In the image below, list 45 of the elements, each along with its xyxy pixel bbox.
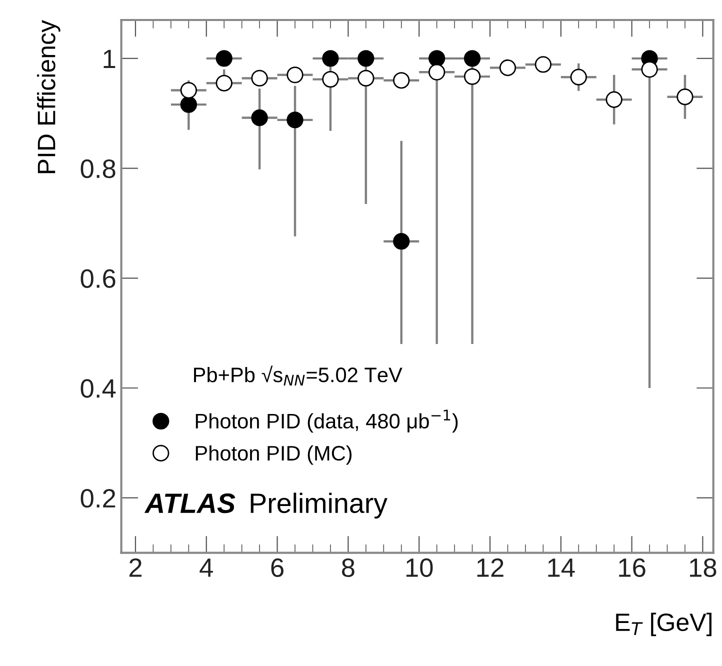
annotation: Pb+Pb √s$_{NN}$=5.02 TeV [194,366,402,386]
x-tick-label: 16 [619,558,646,578]
point [286,112,304,128]
point [216,50,232,67]
point [286,66,304,84]
point [393,72,410,89]
point [570,68,587,86]
point [216,74,232,92]
y-tick-label: 1 [104,50,116,68]
legend-label: Photon PID (data, 480 μb$^{−1}$) [196,410,458,433]
x-tick-label: 18 [690,558,716,578]
point [358,50,374,67]
x-axis-title: E$_{T}$ [GeV] [616,612,712,636]
annotation: ATLAS [144,493,236,514]
x-tick-label: 8 [342,558,354,578]
point [393,233,410,250]
x-tick-label: 4 [200,558,213,577]
y-tick-label: 0.2 [80,488,116,508]
point [676,88,694,106]
point [322,70,339,88]
point [428,64,446,80]
point [641,61,658,78]
x-tick-label: 2 [129,558,142,577]
x-tick-label: 10 [406,558,433,578]
point [464,50,481,67]
y-tick-label: 0.4 [80,379,116,398]
legend-label: Photon PID (MC) [196,445,352,465]
point [464,68,481,85]
x-tick-label: 6 [271,558,284,578]
y-axis-title: PID Efficiency [37,20,60,174]
point [180,96,197,113]
y-tick-label: 0.6 [80,269,116,288]
point [499,59,516,76]
y-tick-label: 0.8 [80,159,116,178]
point [534,56,552,73]
point [606,91,622,108]
x-tick-label: 14 [548,558,575,577]
point [251,109,268,126]
point [251,70,268,87]
point [358,70,374,87]
x-tick-label: 12 [477,558,504,577]
point [322,50,339,67]
annotation: Preliminary [250,492,388,519]
point [428,50,446,67]
point [180,82,197,99]
